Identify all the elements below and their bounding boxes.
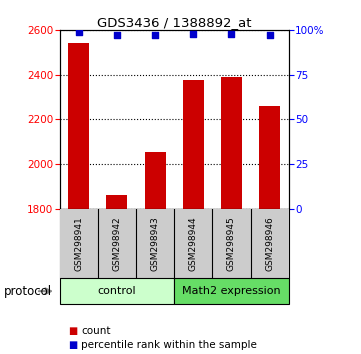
Point: [267, 33, 273, 38]
Bar: [60, 278, 174, 304]
Title: GDS3436 / 1388892_at: GDS3436 / 1388892_at: [97, 16, 251, 29]
Text: protocol: protocol: [4, 285, 52, 298]
Bar: [106, 195, 127, 209]
Bar: [212, 209, 251, 278]
Text: GSM298946: GSM298946: [265, 216, 274, 271]
Bar: [221, 77, 242, 209]
Bar: [136, 209, 174, 278]
Point: [114, 33, 120, 38]
Bar: [259, 106, 280, 209]
Text: percentile rank within the sample: percentile rank within the sample: [81, 340, 257, 350]
Bar: [144, 152, 166, 209]
Text: GSM298941: GSM298941: [74, 216, 83, 271]
Point: [229, 31, 234, 36]
Text: GSM298943: GSM298943: [151, 216, 160, 271]
Bar: [68, 44, 89, 209]
Bar: [251, 209, 289, 278]
Point: [76, 29, 82, 35]
Text: ■: ■: [69, 340, 78, 350]
Point: [152, 33, 158, 38]
Text: count: count: [81, 326, 111, 336]
Point: [190, 31, 196, 36]
Text: Math2 expression: Math2 expression: [182, 286, 281, 296]
Bar: [183, 80, 204, 209]
Bar: [174, 278, 289, 304]
Text: GSM298945: GSM298945: [227, 216, 236, 271]
Text: GSM298944: GSM298944: [189, 216, 198, 271]
Bar: [174, 209, 212, 278]
Text: control: control: [97, 286, 136, 296]
Text: ■: ■: [69, 326, 78, 336]
Bar: [60, 209, 98, 278]
Bar: [98, 209, 136, 278]
Text: GSM298942: GSM298942: [112, 216, 121, 271]
